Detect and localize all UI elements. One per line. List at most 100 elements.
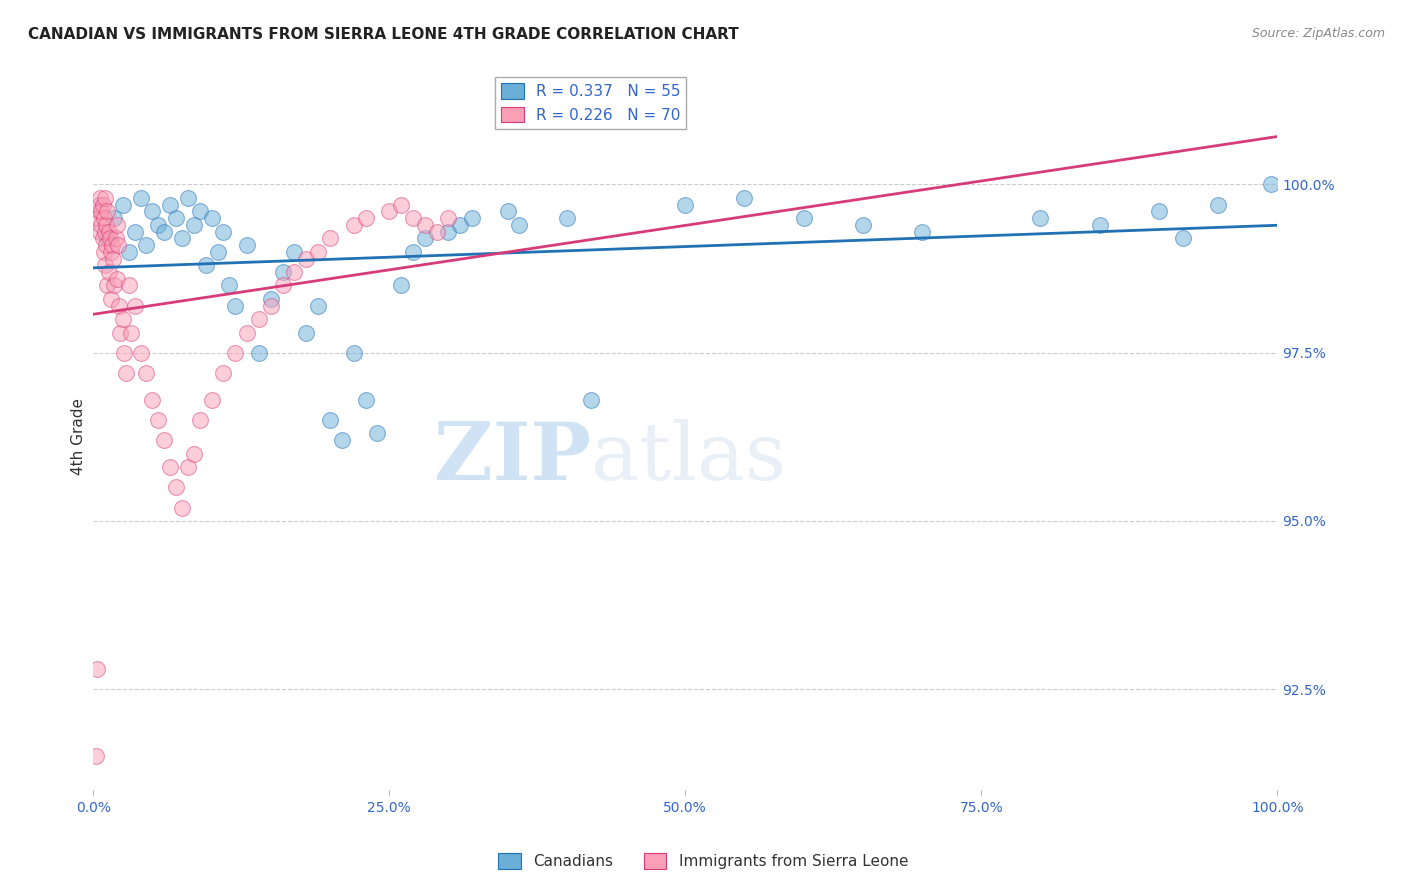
Point [91, 197, 114, 211]
Point [103, 252, 125, 266]
Point [96, 204, 118, 219]
Point [236, 326, 259, 340]
Point [295, 252, 318, 266]
Point [426, 225, 449, 239]
Point [153, 434, 176, 448]
Point [159, 197, 181, 211]
Point [461, 211, 484, 226]
Point [260, 299, 283, 313]
Point [354, 392, 377, 407]
Point [1171, 231, 1194, 245]
Point [104, 231, 127, 245]
Point [94, 258, 117, 272]
Point [1029, 211, 1052, 226]
Point [170, 231, 193, 245]
Point [170, 500, 193, 515]
Point [343, 218, 366, 232]
Point [413, 218, 436, 232]
Point [366, 426, 388, 441]
Point [96, 278, 118, 293]
Text: ZIP: ZIP [433, 419, 591, 497]
Point [413, 231, 436, 245]
Point [449, 218, 471, 232]
Point [200, 392, 222, 407]
Point [378, 204, 401, 219]
Point [96, 238, 118, 252]
Point [124, 299, 146, 313]
Point [141, 204, 163, 219]
Point [115, 366, 138, 380]
Y-axis label: 4th Grade: 4th Grade [72, 399, 86, 475]
Point [112, 345, 135, 359]
Point [105, 218, 128, 232]
Point [177, 460, 200, 475]
Point [129, 345, 152, 359]
Point [852, 218, 875, 232]
Point [89, 225, 111, 239]
Point [101, 238, 124, 252]
Point [183, 447, 205, 461]
Point [389, 278, 412, 293]
Point [96, 231, 118, 245]
Point [911, 225, 934, 239]
Point [307, 299, 329, 313]
Point [200, 211, 222, 226]
Point [212, 225, 235, 239]
Point [90, 204, 112, 219]
Point [188, 413, 211, 427]
Point [207, 244, 229, 259]
Point [508, 218, 530, 232]
Point [1088, 218, 1111, 232]
Point [224, 345, 246, 359]
Point [319, 231, 342, 245]
Point [271, 278, 294, 293]
Point [247, 345, 270, 359]
Point [103, 278, 125, 293]
Point [96, 218, 118, 232]
Point [260, 292, 283, 306]
Text: Source: ZipAtlas.com: Source: ZipAtlas.com [1251, 27, 1385, 40]
Point [98, 231, 121, 245]
Point [437, 211, 460, 226]
Point [402, 244, 425, 259]
Point [283, 265, 305, 279]
Point [135, 238, 157, 252]
Point [402, 211, 425, 226]
Point [212, 366, 235, 380]
Point [107, 238, 129, 252]
Point [236, 238, 259, 252]
Point [319, 413, 342, 427]
Point [188, 204, 211, 219]
Point [148, 413, 170, 427]
Point [141, 392, 163, 407]
Point [87, 197, 110, 211]
Point [105, 271, 128, 285]
Text: CANADIAN VS IMMIGRANTS FROM SIERRA LEONE 4TH GRADE CORRELATION CHART: CANADIAN VS IMMIGRANTS FROM SIERRA LEONE… [28, 27, 740, 42]
Point [129, 191, 152, 205]
Point [118, 244, 141, 259]
Point [218, 278, 240, 293]
Point [555, 211, 578, 226]
Point [159, 460, 181, 475]
Point [1206, 197, 1229, 211]
Point [271, 265, 294, 279]
Point [120, 326, 142, 340]
Point [148, 218, 170, 232]
Point [295, 326, 318, 340]
Text: atlas: atlas [591, 419, 786, 497]
Point [91, 231, 114, 245]
Point [343, 345, 366, 359]
Point [87, 204, 110, 219]
Point [1260, 178, 1282, 192]
Point [793, 211, 815, 226]
Point [165, 211, 187, 226]
Point [97, 225, 120, 239]
Point [389, 197, 412, 211]
Point [330, 434, 353, 448]
Point [1147, 204, 1170, 219]
Point [84, 749, 107, 764]
Point [100, 292, 122, 306]
Point [135, 366, 157, 380]
Point [733, 191, 755, 205]
Point [118, 278, 141, 293]
